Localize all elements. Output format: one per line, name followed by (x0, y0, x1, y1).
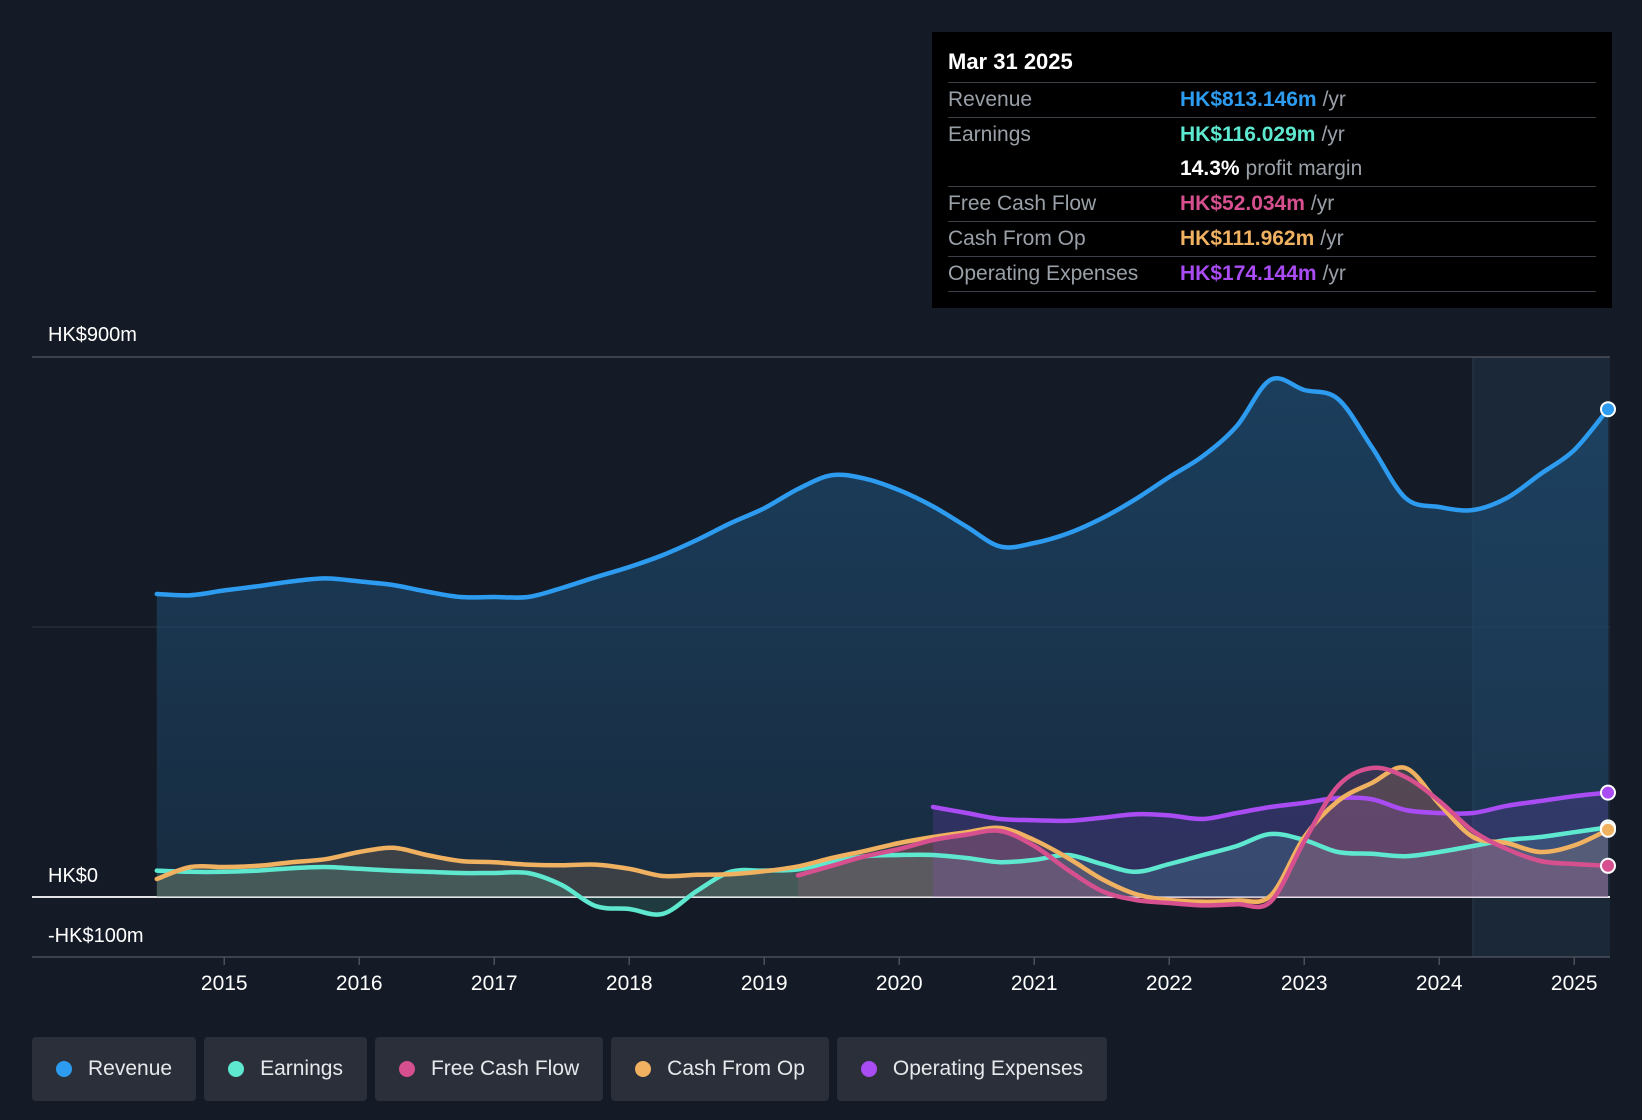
area-earnings (156, 827, 1608, 915)
tooltip-label: Revenue (948, 88, 1033, 111)
tooltip-row-revenue: Revenue HK$813.146m /yr (948, 83, 1596, 118)
line-revenue (154, 376, 1611, 600)
tooltip-value: HK$813.146m (1180, 88, 1317, 111)
tooltip-unit: profit margin (1245, 157, 1363, 180)
x-tick-label: 2022 (1146, 972, 1193, 995)
area-cash-from-op (156, 767, 1608, 902)
legend-label: Free Cash Flow (430, 1057, 580, 1080)
legend-item-free-cash-flow[interactable]: Free Cash Flow (374, 1037, 604, 1101)
series-lines (154, 376, 1611, 917)
legend-dot-icon (228, 1061, 245, 1077)
legend-item-earnings[interactable]: Earnings (204, 1037, 367, 1101)
x-tick-label: 2018 (606, 972, 653, 995)
tooltip-value: HK$111.962m (1180, 227, 1315, 250)
chart: HK$900m HK$0 -HK$100m 2015 2016 2017 2018 2019 2… (32, 324, 1616, 995)
legend-dot-icon (398, 1061, 415, 1077)
x-tick-label: 2017 (471, 972, 518, 995)
legend-label: Operating Expenses (892, 1057, 1084, 1080)
legend-dot-icon (56, 1061, 72, 1077)
line-earnings (154, 825, 1611, 917)
tooltip-panel: Mar 31 2025 Revenue HK$813.146m /yr Earn… (932, 32, 1612, 308)
tooltip-unit: /yr (1322, 88, 1346, 111)
tooltip-label: Operating Expenses (948, 262, 1139, 285)
legend-label: Earnings (260, 1057, 343, 1080)
tooltip-label (948, 152, 1180, 186)
tooltip-value: HK$174.144m (1180, 262, 1317, 285)
end-marker-revenue (1600, 401, 1616, 418)
series-end-markers (1600, 401, 1616, 874)
line-operating-expenses (930, 790, 1611, 824)
legend-item-operating-expenses[interactable]: Operating Expenses (836, 1037, 1108, 1101)
tooltip-label: Earnings (948, 123, 1031, 146)
x-tick-label: 2015 (201, 972, 248, 995)
end-marker-free-cash-flow (1600, 857, 1616, 874)
end-marker-cash-from-op (1600, 821, 1616, 838)
x-tick-label: 2019 (741, 972, 788, 995)
x-tick-label: 2025 (1551, 972, 1598, 995)
line-cash-from-op (154, 765, 1611, 905)
series-areas (156, 378, 1608, 915)
area-revenue (156, 378, 1608, 897)
tooltip-row-profit-margin: 14.3% profit margin (948, 152, 1596, 187)
tooltip-row-earnings: Earnings HK$116.029m /yr (948, 118, 1596, 152)
x-tick-label: 2021 (1011, 972, 1058, 995)
tooltip-value: HK$52.034m (1180, 192, 1305, 215)
tooltip-row-cash-from-op: Cash From Op HK$111.962m /yr (948, 222, 1596, 257)
tooltip-date: Mar 31 2025 (948, 46, 1596, 83)
legend: Revenue Earnings Free Cash Flow Cash Fro… (32, 1037, 1108, 1101)
x-tick-label: 2023 (1281, 972, 1328, 995)
tooltip-value: 14.3% (1180, 157, 1240, 180)
legend-dot-icon (860, 1061, 877, 1077)
legend-dot-icon (635, 1061, 652, 1077)
axis-labels: HK$900m HK$0 -HK$100m 2015 2016 2017 2018 2019 2… (48, 324, 1598, 995)
y-tick-label: HK$0 (48, 865, 98, 887)
legend-item-cash-from-op[interactable]: Cash From Op (611, 1037, 829, 1101)
area-free-cash-flow (798, 767, 1608, 908)
tooltip-unit: /yr (1321, 123, 1345, 146)
legend-label: Cash From Op (667, 1057, 805, 1080)
tooltip-row-free-cash-flow: Free Cash Flow HK$52.034m /yr (948, 187, 1596, 222)
x-tick-label: 2016 (336, 972, 383, 995)
legend-item-revenue[interactable]: Revenue (32, 1037, 197, 1101)
legend-label: Revenue (88, 1057, 173, 1080)
line-free-cash-flow (795, 765, 1611, 910)
x-tick-label: 2024 (1416, 972, 1463, 995)
tooltip-label: Free Cash Flow (948, 192, 1097, 215)
tooltip-row-operating-expenses: Operating Expenses HK$174.144m /yr (948, 257, 1596, 292)
tooltip-label: Cash From Op (948, 227, 1086, 250)
y-tick-label: HK$900m (48, 324, 137, 346)
tooltip-unit: /yr (1320, 227, 1344, 250)
y-tick-label: -HK$100m (48, 925, 144, 947)
tooltip-value: HK$116.029m (1180, 123, 1316, 146)
x-tick-label: 2020 (876, 972, 923, 995)
tooltip-unit: /yr (1322, 262, 1346, 285)
tooltip-unit: /yr (1310, 192, 1335, 215)
end-marker-operating-expenses (1600, 784, 1616, 801)
